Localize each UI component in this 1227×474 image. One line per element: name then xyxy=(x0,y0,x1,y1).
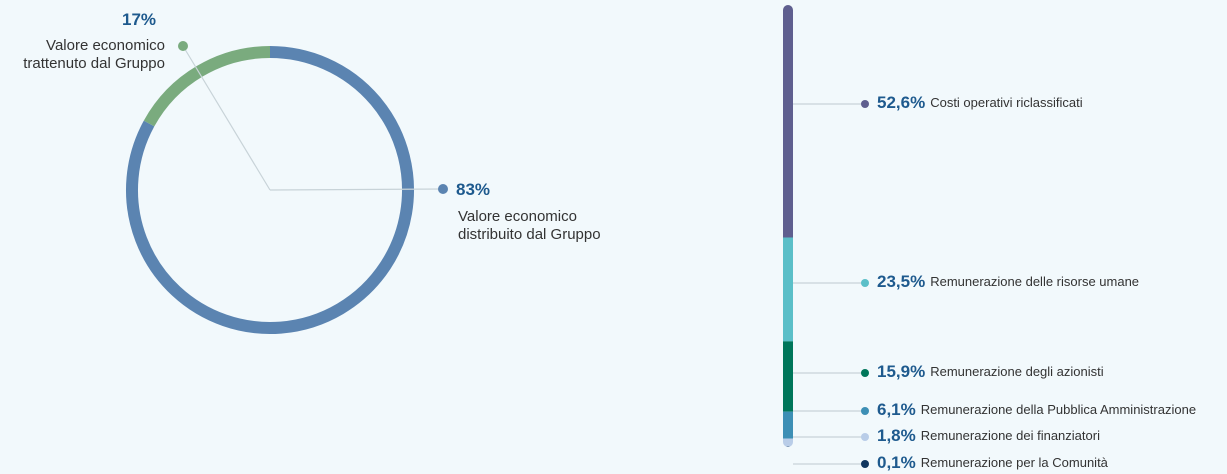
segment-label: 52,6% Costi operativi riclassificati xyxy=(877,93,1083,112)
value-label: 52,6% xyxy=(877,93,925,112)
value-label: 15,9% xyxy=(877,362,925,381)
value-label: 83% xyxy=(456,180,491,199)
bar-segment xyxy=(783,237,793,342)
bar-segment xyxy=(783,341,793,412)
value-label: 23,5% xyxy=(877,272,925,291)
value-label: 17% xyxy=(122,10,157,29)
bar-segment xyxy=(783,438,793,447)
category-label: Remunerazione degli azionisti xyxy=(930,364,1104,379)
label-dot xyxy=(861,433,869,441)
label-dot xyxy=(861,279,869,287)
category-label: Remunerazione della Pubblica Amministraz… xyxy=(921,402,1196,417)
label-dot xyxy=(861,369,869,377)
bar-segment xyxy=(783,446,793,447)
leader-line xyxy=(182,45,271,191)
value-label: 6,1% xyxy=(877,400,916,419)
bar-group xyxy=(783,5,793,447)
segment-label: 15,9% Remunerazione degli azionisti xyxy=(877,362,1104,381)
segment-label: 6,1% Remunerazione della Pubblica Amminis… xyxy=(877,400,1196,419)
bar-segment xyxy=(783,411,793,439)
category-label: Costi operativi riclassificati xyxy=(930,95,1083,110)
segment-label: 1,8% Remunerazione dei finanziatori xyxy=(877,426,1100,445)
category-label: Valore economico trattenuto dal Gruppo xyxy=(23,37,165,72)
donut-segment xyxy=(143,46,271,127)
leader-line xyxy=(269,188,444,191)
label-dot xyxy=(861,100,869,108)
value-label: 0,1% xyxy=(877,453,916,472)
category-label: Remunerazione dei finanziatori xyxy=(921,428,1100,443)
label-dot xyxy=(861,460,869,468)
bar-segment xyxy=(783,5,793,238)
donut-segment xyxy=(126,46,414,334)
label-dot xyxy=(178,41,188,51)
label-dot xyxy=(438,184,448,194)
segment-label: 0,1% Remunerazione per la Comunità xyxy=(877,453,1109,472)
category-label: Remunerazione delle risorse umane xyxy=(930,274,1139,289)
category-label: Valore economico distribuito dal Gruppo xyxy=(458,208,601,243)
category-label: Remunerazione per la Comunità xyxy=(921,455,1109,470)
label-dot xyxy=(861,407,869,415)
value-label: 1,8% xyxy=(877,426,916,445)
segment-label: 23,5% Remunerazione delle risorse umane xyxy=(877,272,1139,291)
